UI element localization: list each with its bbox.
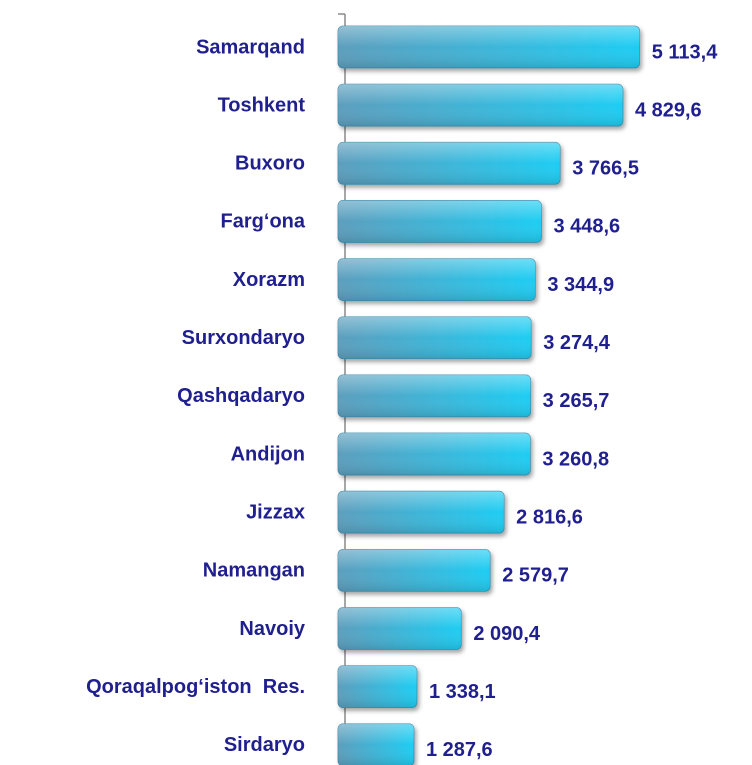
bar	[337, 258, 536, 302]
bar	[337, 723, 415, 765]
bar	[337, 141, 561, 185]
value-label: 2 816,6	[516, 506, 583, 528]
bar	[337, 607, 462, 650]
value-label: 2 090,4	[473, 623, 541, 645]
category-label: Qashqadaryo	[177, 385, 305, 407]
category-label: Navoiy	[239, 618, 305, 640]
value-label: 2 579,7	[502, 565, 569, 587]
value-label: 1 338,1	[429, 681, 496, 703]
value-label: 3 260,8	[542, 448, 609, 470]
value-label: 3 265,7	[543, 390, 610, 412]
value-label: 1 287,6	[426, 739, 493, 761]
value-label: 3 344,9	[547, 274, 614, 296]
category-label: Andijon	[231, 443, 305, 465]
value-label: 3 274,4	[543, 332, 611, 354]
category-label: Surxondaryo	[182, 327, 305, 349]
value-label: 3 766,5	[572, 158, 639, 180]
category-label: Qoraqalpog‘iston Res.	[86, 676, 305, 698]
bar	[337, 200, 542, 243]
category-label: Sirdaryo	[224, 734, 305, 756]
bar	[337, 490, 505, 534]
value-label: 3 448,6	[553, 216, 620, 238]
category-label: Jizzax	[246, 501, 305, 523]
bar	[337, 25, 641, 69]
bar	[337, 83, 624, 127]
bar	[337, 316, 532, 360]
category-label: Xorazm	[233, 269, 305, 291]
category-label: Namangan	[203, 560, 305, 582]
category-label: Farg‘ona	[221, 211, 306, 233]
bar	[337, 548, 491, 592]
category-label: Samarqand	[196, 36, 305, 58]
bar	[337, 374, 532, 418]
bar	[337, 665, 418, 709]
value-label: 4 829,6	[635, 99, 702, 121]
category-label: Toshkent	[218, 94, 306, 116]
value-label: 5 113,4	[652, 41, 719, 63]
bar	[337, 432, 531, 476]
category-label: Buxoro	[235, 153, 305, 175]
